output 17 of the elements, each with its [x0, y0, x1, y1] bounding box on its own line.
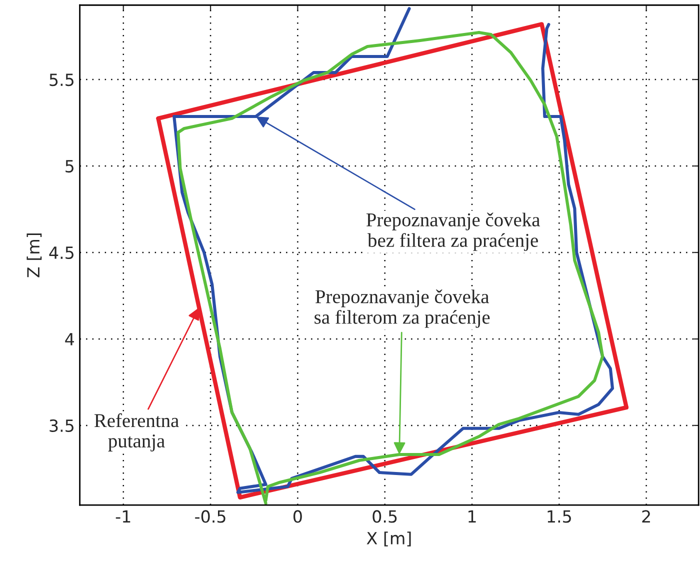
annotation: Prepoznavanje čoveka sa filterom za praćenje: [314, 290, 490, 328]
x-tick-label: -0.5: [195, 510, 226, 523]
x-tick-label: 0.5: [372, 510, 397, 523]
y-tick-label: 5.5: [50, 74, 74, 86]
y-axis-title: Z [m]: [26, 234, 42, 278]
x-tick-label: 2: [642, 510, 650, 523]
y-tick-label: 5: [66, 160, 74, 173]
y-tick-label: 4: [65, 333, 74, 346]
x-axis-title: X [m]: [366, 532, 411, 546]
y-tick-label: 4.5: [49, 246, 74, 260]
x-tick-label: 1.5: [548, 510, 571, 523]
annotation: Prepoznavanje čoveka bez filtera za praćenje: [366, 212, 540, 251]
x-tick-label: 1: [468, 510, 476, 523]
x-tick-label: 0: [293, 510, 302, 523]
annotation: Referentna putanja: [94, 413, 179, 452]
y-tick-label: 3.5: [50, 419, 74, 432]
x-tick-label: -1: [116, 510, 130, 523]
